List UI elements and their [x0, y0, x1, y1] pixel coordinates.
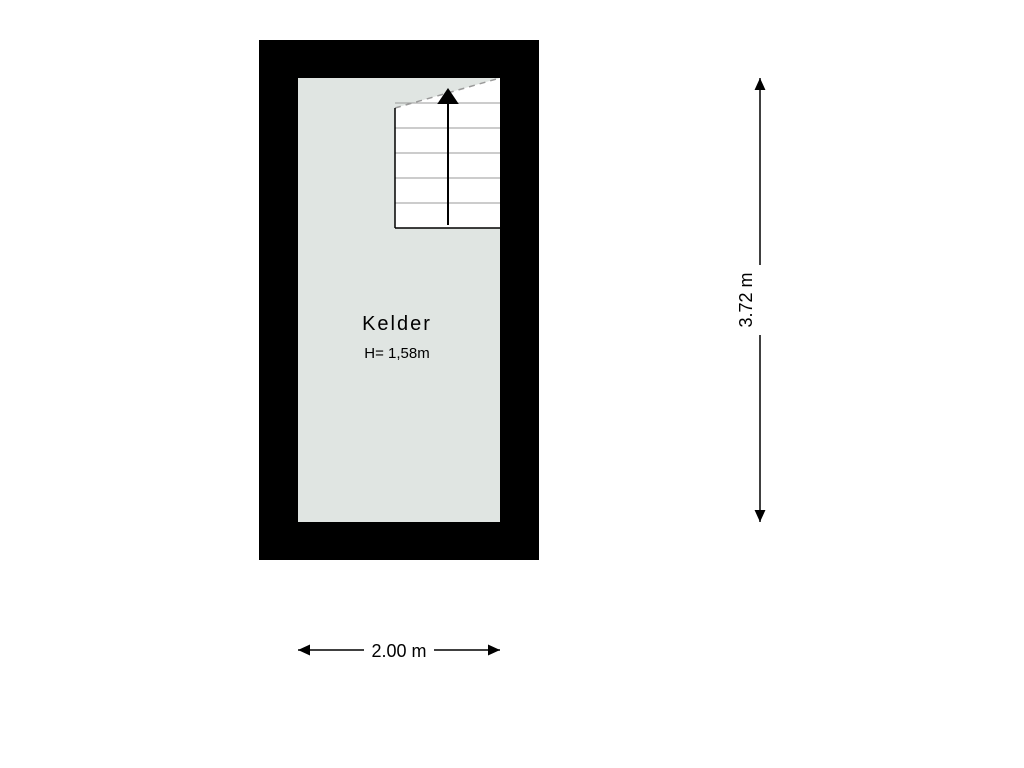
dim-height-label: 3.72 m: [736, 272, 756, 327]
floorplan-canvas: Kelder H= 1,58m 2.00 m 3.72 m: [0, 0, 1024, 768]
dim-width-label: 2.00 m: [371, 641, 426, 661]
dim-width-arrow-left: [298, 645, 310, 656]
room-name-label: Kelder: [362, 313, 432, 335]
room-height-label: H= 1,58m: [364, 345, 429, 362]
dim-height-arrow-bottom: [755, 510, 766, 522]
dim-width-arrow-right: [488, 645, 500, 656]
dim-height-arrow-top: [755, 78, 766, 90]
